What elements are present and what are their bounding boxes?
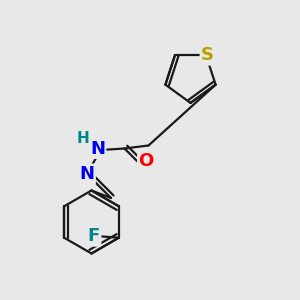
Text: O: O <box>139 152 154 169</box>
Text: N: N <box>80 165 94 183</box>
Text: H: H <box>77 131 89 146</box>
Text: S: S <box>201 46 214 64</box>
Text: F: F <box>88 227 100 245</box>
Text: N: N <box>90 140 105 158</box>
